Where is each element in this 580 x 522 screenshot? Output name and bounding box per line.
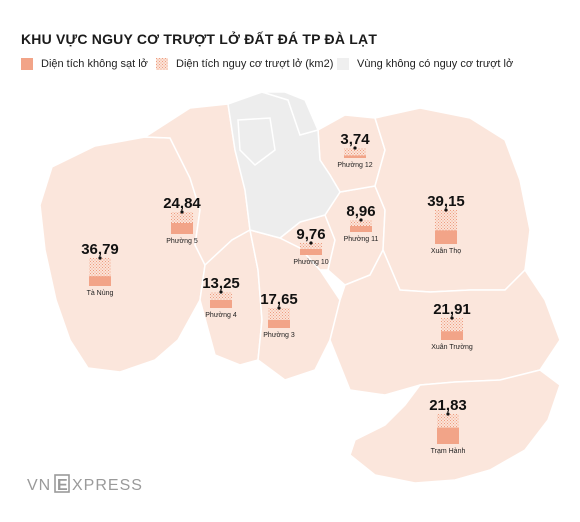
svg-text:VN: VN bbox=[27, 477, 51, 494]
safe-zone-west bbox=[237, 117, 276, 166]
legend-item-no-risk: Vùng không có nguy cơ trượt lở bbox=[337, 58, 513, 70]
ward-name-tram-hanh: Trạm Hành bbox=[431, 448, 466, 455]
safe-bar-xuan-tho bbox=[435, 230, 457, 244]
safe-bar-xuan-truong bbox=[441, 331, 463, 340]
legend-label-risk-area: Diện tích nguy cơ trượt lở (km2) bbox=[176, 58, 334, 70]
marker-dot-phuong-12 bbox=[353, 146, 357, 150]
value-label-phuong-3: 17,65 bbox=[260, 291, 298, 308]
ward-name-xuan-tho: Xuân Thọ bbox=[431, 248, 461, 255]
marker-phuong-12: 3,74 Phường 12 bbox=[337, 131, 372, 169]
marker-ta-nung: 36,79 Tà Nùng bbox=[81, 241, 119, 297]
safe-bar-phuong-5 bbox=[171, 223, 193, 234]
value-label-phuong-12: 3,74 bbox=[340, 131, 370, 148]
ward-name-phuong-5: Phường 5 bbox=[166, 238, 198, 245]
legend-label-no-risk: Vùng không có nguy cơ trượt lở bbox=[357, 58, 514, 70]
value-label-xuan-tho: 39,15 bbox=[427, 193, 465, 210]
value-label-phuong-11: 8,96 bbox=[346, 203, 375, 220]
value-label-phuong-4: 13,25 bbox=[202, 275, 240, 292]
ward-name-xuan-truong: Xuân Trường bbox=[431, 344, 473, 351]
legend-item-risk-area: Diện tích nguy cơ trượt lở (km2) bbox=[156, 58, 333, 70]
vnexpress-logo: VN E XPRESS bbox=[27, 472, 157, 501]
safe-zones bbox=[227, 91, 341, 239]
safe-bar-tram-hanh bbox=[437, 427, 459, 444]
marker-dot-xuan-tho bbox=[444, 208, 448, 212]
region-markers: 3,74 Phường 12 39,15 Xuân Thọ 24,84 Phường 5 8… bbox=[81, 131, 473, 455]
ward-name-phuong-3: Phường 3 bbox=[263, 332, 295, 339]
value-label-phuong-10: 9,76 bbox=[296, 226, 325, 243]
legend-swatch-solid bbox=[21, 58, 33, 70]
marker-phuong-4: 13,25 Phường 4 bbox=[202, 275, 240, 319]
ward-name-ta-nung: Tà Nùng bbox=[87, 290, 114, 297]
marker-xuan-truong: 21,91 Xuân Trường bbox=[431, 301, 473, 351]
marker-dot-phuong-10 bbox=[309, 241, 313, 245]
value-label-tram-hanh: 21,83 bbox=[429, 397, 467, 414]
value-label-phuong-5: 24,84 bbox=[163, 195, 201, 212]
safe-bar-phuong-4 bbox=[210, 300, 232, 308]
safe-bar-phuong-10 bbox=[300, 249, 322, 255]
legend-swatch-hatch bbox=[156, 58, 168, 70]
marker-dot-phuong-3 bbox=[277, 306, 281, 310]
marker-dot-tram-hanh bbox=[446, 412, 450, 416]
svg-text:XPRESS: XPRESS bbox=[72, 477, 143, 494]
marker-dot-phuong-11 bbox=[359, 218, 363, 222]
marker-phuong-10: 9,76 Phường 10 bbox=[293, 226, 328, 266]
value-label-ta-nung: 36,79 bbox=[81, 241, 119, 258]
risk-bar-phuong-12 bbox=[344, 148, 366, 158]
marker-dot-xuan-truong bbox=[450, 316, 454, 320]
marker-tram-hanh: 21,83 Trạm Hành bbox=[429, 397, 467, 455]
ward-name-phuong-4: Phường 4 bbox=[205, 312, 237, 319]
marker-dot-phuong-5 bbox=[180, 210, 184, 214]
region-ta-nung bbox=[39, 136, 206, 373]
safe-bar-phuong-12 bbox=[344, 155, 366, 158]
ward-name-phuong-11: Phường 11 bbox=[344, 236, 379, 243]
value-label-xuan-truong: 21,91 bbox=[433, 301, 471, 318]
safe-zone-north bbox=[261, 91, 320, 136]
marker-dot-phuong-4 bbox=[219, 290, 223, 294]
legend-item-no-landslide: Diện tích không sạt lở bbox=[21, 58, 148, 70]
legend-swatch-grey bbox=[337, 58, 349, 70]
legend-label-no-landslide: Diện tích không sạt lở bbox=[41, 58, 148, 70]
safe-bar-ta-nung bbox=[89, 276, 111, 286]
safe-bar-phuong-11 bbox=[350, 226, 372, 232]
ward-name-phuong-12: Phường 12 bbox=[337, 162, 372, 169]
marker-phuong-3: 17,65 Phường 3 bbox=[260, 291, 298, 339]
ward-name-phuong-10: Phường 10 bbox=[293, 259, 328, 266]
marker-dot-ta-nung bbox=[98, 256, 102, 260]
marker-phuong-11: 8,96 Phường 11 bbox=[344, 203, 379, 243]
svg-text:E: E bbox=[57, 477, 68, 494]
marker-xuan-tho: 39,15 Xuân Thọ bbox=[427, 193, 465, 255]
marker-phuong-5: 24,84 Phường 5 bbox=[163, 195, 201, 245]
safe-bar-phuong-3 bbox=[268, 320, 290, 328]
page-title: KHU VỰC NGUY CƠ TRƯỢT LỞ ĐẤT ĐÁ TP ĐÀ LẠ… bbox=[21, 31, 378, 47]
